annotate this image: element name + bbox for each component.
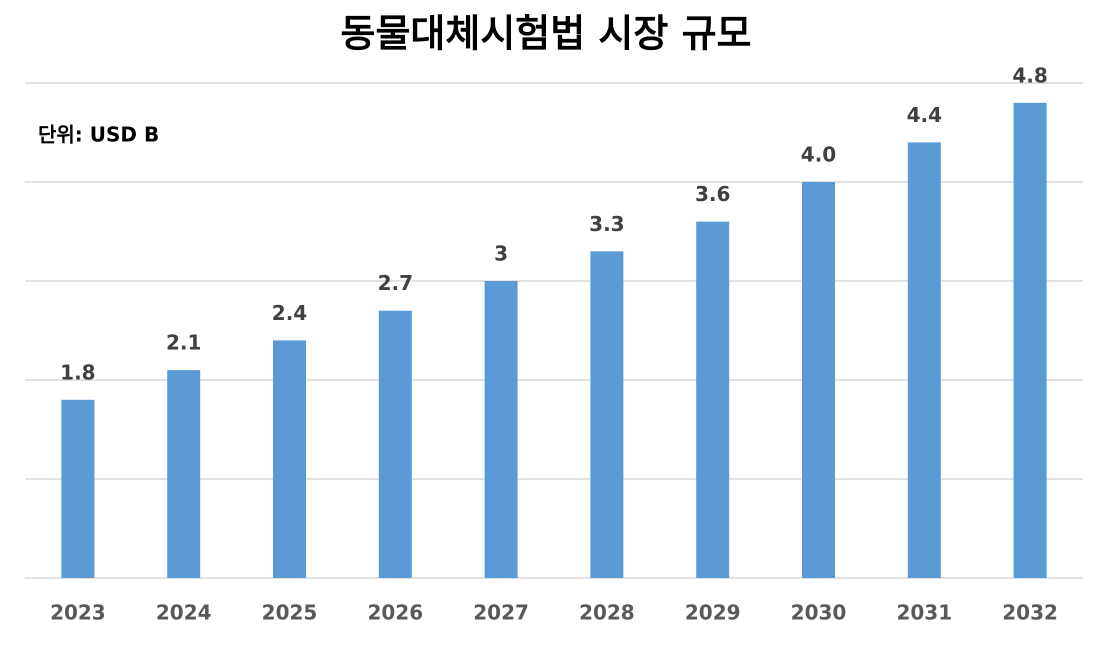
x-tick-label: 2025	[262, 601, 318, 625]
value-label: 3	[494, 242, 508, 266]
chart-subtitle: 단위: USD B	[38, 123, 159, 147]
bar	[802, 182, 835, 578]
x-tick-label: 2029	[685, 601, 741, 625]
bar	[167, 370, 201, 578]
value-label: 4.0	[801, 143, 836, 167]
x-tick-label: 2026	[367, 601, 423, 625]
bar	[61, 399, 95, 578]
value-label: 4.4	[907, 103, 942, 127]
value-label: 3.3	[589, 212, 624, 236]
x-tick-label: 2031	[896, 601, 952, 625]
value-label: 2.7	[378, 271, 413, 295]
x-tick-label: 2027	[473, 601, 529, 625]
bar	[590, 251, 624, 579]
bar	[273, 340, 306, 578]
value-label: 2.1	[166, 331, 201, 355]
bar	[696, 221, 730, 578]
bar	[1013, 102, 1047, 579]
x-tick-label: 2024	[156, 601, 212, 625]
x-tick-label: 2023	[50, 601, 106, 625]
bar	[484, 281, 518, 578]
bar	[907, 142, 941, 578]
chart-title: 동물대체시험법 시장 규모	[340, 12, 751, 56]
bar	[378, 310, 412, 578]
value-label: 3.6	[695, 182, 730, 206]
x-tick-label: 2028	[579, 601, 635, 625]
value-label: 2.4	[272, 301, 307, 325]
x-tick-label: 2032	[1002, 601, 1058, 625]
value-label: 4.8	[1012, 63, 1047, 87]
x-tick-label: 2030	[791, 601, 847, 625]
value-label: 1.8	[60, 360, 95, 384]
